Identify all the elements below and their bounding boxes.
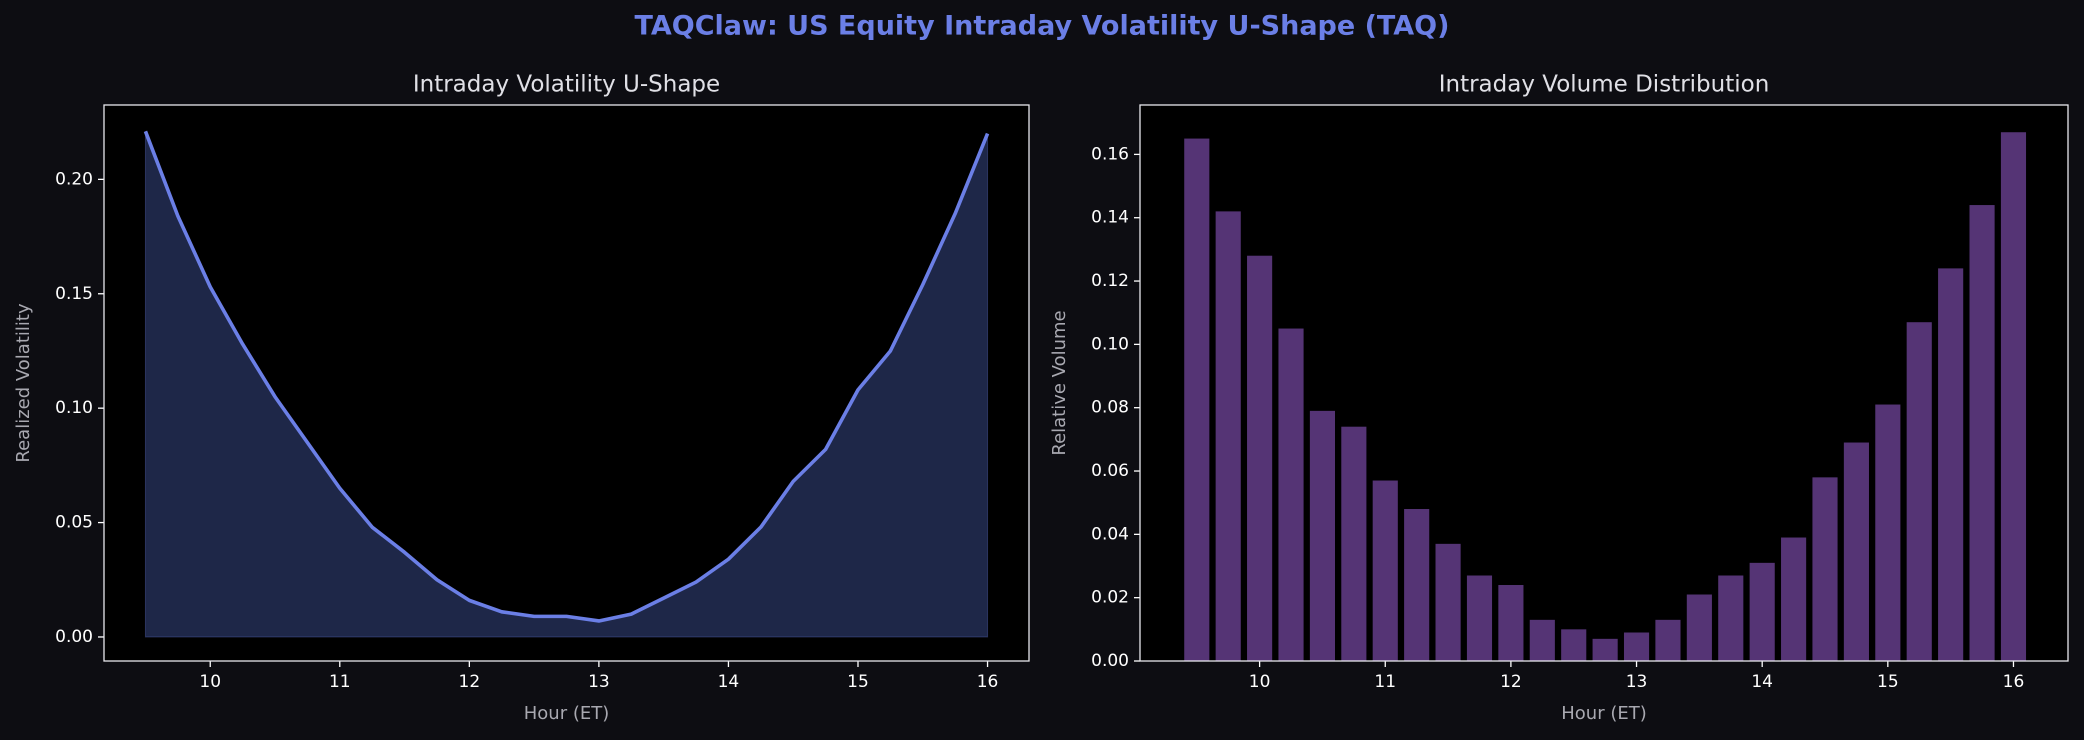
x-tick-label: 12 bbox=[1500, 672, 1522, 692]
y-axis-label: Relative Volume bbox=[1049, 310, 1070, 455]
bar bbox=[1278, 328, 1304, 661]
x-tick-label: 11 bbox=[329, 672, 351, 692]
bar bbox=[1686, 594, 1712, 661]
bar bbox=[1372, 480, 1398, 661]
x-tick-label: 15 bbox=[1877, 672, 1899, 692]
x-tick-label: 10 bbox=[1249, 672, 1271, 692]
x-tick-label: 16 bbox=[2003, 672, 2025, 692]
bar bbox=[1529, 619, 1555, 661]
y-tick-label: 0.05 bbox=[55, 513, 93, 533]
bar bbox=[1404, 509, 1430, 661]
bar bbox=[1938, 268, 1964, 661]
bar bbox=[1623, 632, 1650, 661]
bar bbox=[1466, 575, 1493, 661]
subplot-title: Intraday Volume Distribution bbox=[1439, 72, 1770, 98]
y-tick-label: 0.20 bbox=[55, 169, 93, 189]
bar bbox=[1781, 537, 1807, 661]
x-axis-label: Hour (ET) bbox=[524, 703, 610, 724]
line bbox=[143, 130, 990, 623]
y-tick-label: 0.00 bbox=[55, 627, 93, 647]
y-axis-label: Realized Volatility bbox=[13, 303, 34, 463]
bar bbox=[1435, 543, 1461, 661]
bar bbox=[1247, 255, 1273, 661]
bar bbox=[1969, 205, 1995, 661]
x-tick-label: 14 bbox=[1751, 672, 1773, 692]
y-tick-label: 0.16 bbox=[1091, 144, 1129, 164]
bar bbox=[1906, 322, 1932, 661]
y-tick-label: 0.00 bbox=[1091, 651, 1129, 671]
plot-frame bbox=[1139, 104, 2069, 662]
x-tick-label: 16 bbox=[977, 672, 999, 692]
bar bbox=[1184, 138, 1210, 662]
x-tick-label: 10 bbox=[199, 672, 221, 692]
bar bbox=[1655, 619, 1681, 661]
bar bbox=[1215, 211, 1241, 661]
y-tick-label: 0.12 bbox=[1091, 271, 1129, 291]
y-tick-label: 0.08 bbox=[1091, 398, 1129, 418]
bar bbox=[1561, 629, 1587, 661]
x-tick-label: 13 bbox=[588, 672, 610, 692]
bar bbox=[1843, 442, 1869, 661]
bar bbox=[1812, 477, 1838, 661]
x-tick-label: 14 bbox=[718, 672, 740, 692]
bar bbox=[1498, 585, 1524, 661]
bar bbox=[1592, 638, 1618, 661]
bar bbox=[2000, 132, 2027, 661]
bar bbox=[1309, 410, 1335, 661]
x-tick-label: 15 bbox=[847, 672, 869, 692]
x-tick-label: 12 bbox=[459, 672, 481, 692]
y-tick-label: 0.15 bbox=[55, 284, 93, 304]
x-axis-label: Hour (ET) bbox=[1561, 703, 1647, 724]
x-tick-label: 13 bbox=[1626, 672, 1648, 692]
y-tick-label: 0.06 bbox=[1091, 461, 1129, 481]
y-tick-label: 0.04 bbox=[1091, 524, 1129, 544]
y-tick-label: 0.02 bbox=[1091, 588, 1129, 608]
x-tick-label: 11 bbox=[1374, 672, 1396, 692]
bar bbox=[1718, 575, 1744, 661]
y-tick-label: 0.10 bbox=[55, 398, 93, 418]
bar bbox=[1749, 562, 1775, 661]
y-tick-label: 0.14 bbox=[1091, 208, 1129, 228]
plot-frame bbox=[103, 104, 1030, 662]
figure-title: TAQClaw: US Equity Intraday Volatility U… bbox=[635, 11, 1450, 42]
bar bbox=[1341, 426, 1367, 661]
y-tick-label: 0.10 bbox=[1091, 334, 1129, 354]
bar bbox=[1875, 404, 1901, 661]
subplot-title: Intraday Volatility U-Shape bbox=[413, 72, 720, 98]
